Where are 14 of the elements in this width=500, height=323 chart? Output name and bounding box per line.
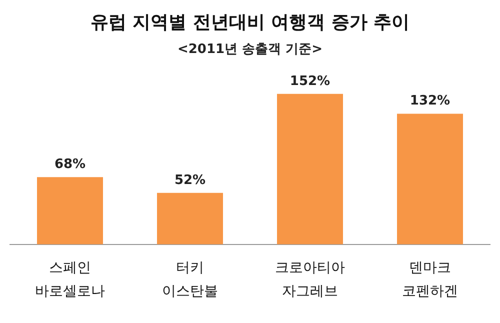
chart-subtitle: <2011년 송출객 기준> bbox=[176, 41, 324, 58]
bar bbox=[277, 94, 343, 244]
bar bbox=[397, 114, 463, 244]
x-tick-label: 터키 이스탄불 bbox=[162, 260, 218, 300]
x-tick-label: 크로아티아 자그레브 bbox=[275, 260, 345, 300]
x-tick-label: 덴마크 코펜하겐 bbox=[402, 260, 458, 300]
data-label: 132% bbox=[410, 94, 450, 109]
chart-title: 유럽 지역별 전년대비 여행객 증가 추이 bbox=[89, 11, 411, 34]
data-label: 152% bbox=[290, 74, 330, 89]
data-label: 52% bbox=[174, 172, 206, 188]
x-tick-label: 스페인 바로셀로나 bbox=[35, 260, 105, 300]
bar bbox=[37, 177, 103, 244]
bar bbox=[157, 192, 223, 244]
data-label: 68% bbox=[54, 156, 86, 172]
